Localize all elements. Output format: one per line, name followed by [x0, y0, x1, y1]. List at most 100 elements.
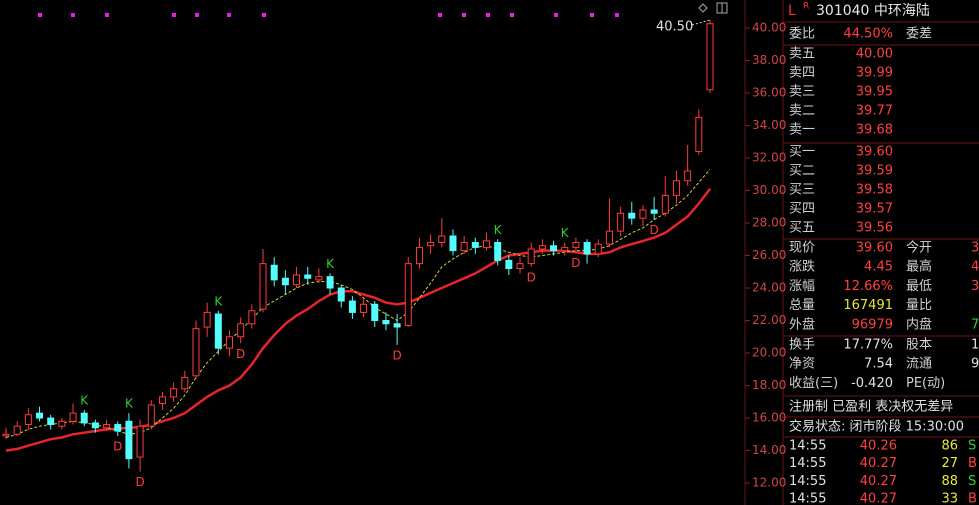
panel-text: R: [803, 2, 809, 12]
panel-text: 94: [971, 357, 979, 372]
y-tick-label: 24.00: [752, 281, 786, 295]
panel-text: 12.66%: [843, 279, 893, 294]
panel-text: 1: [971, 338, 979, 353]
panel-text: 现价: [789, 241, 815, 256]
signal-label: K: [326, 257, 335, 271]
y-tick-label: 26.00: [752, 248, 786, 262]
panel-text: 167491: [843, 298, 893, 313]
diamond-icon[interactable]: [698, 3, 708, 13]
candle-body: [58, 420, 66, 427]
candle-body: [24, 414, 32, 426]
candle-body: [348, 300, 356, 313]
panel-text: 换手: [789, 338, 815, 353]
candle-body: [136, 425, 144, 458]
panel-text: 14:55: [789, 439, 826, 454]
candle-body: [371, 303, 379, 322]
y-tick-label: 40.00: [752, 20, 786, 34]
panel-text: 内盘: [906, 316, 932, 332]
y-tick-label: 16.00: [752, 411, 786, 425]
candle-body: [706, 23, 714, 91]
y-tick-label: 34.00: [752, 118, 786, 132]
panel-text: 44.50%: [843, 27, 893, 42]
candle-body: [650, 209, 658, 214]
y-tick-label: 18.00: [752, 378, 786, 392]
panel-text: 涨跌: [789, 259, 815, 275]
candle-body: [494, 242, 502, 261]
signal-label: D: [571, 256, 580, 270]
panel-text: 40.27: [860, 456, 897, 471]
panel-text: 39.99: [856, 66, 893, 81]
y-tick-label: 12.00: [752, 476, 786, 490]
signal-label: D: [236, 347, 245, 361]
panel-text: 委差: [906, 27, 932, 42]
candle-body: [181, 376, 189, 390]
candle-body: [404, 263, 412, 326]
panel-text: 买三: [789, 183, 815, 198]
candle-body: [203, 311, 211, 328]
candle-body: [449, 235, 457, 252]
panel-text: 40.26: [860, 439, 897, 454]
panel-text: S: [968, 439, 976, 454]
panel-text: 注册制 已盈利 表决权无差异: [789, 399, 953, 415]
signal-label: K: [80, 393, 89, 407]
candle-body: [483, 240, 491, 248]
candle-body: [36, 412, 44, 419]
panel-text: 27: [941, 456, 958, 471]
marker: [510, 13, 514, 17]
panel-text: B: [968, 492, 977, 505]
candle-body: [415, 246, 423, 265]
panel-text: 7.54: [864, 357, 893, 372]
panel-text: 39.58: [856, 183, 893, 198]
panel-text: 39.60: [856, 145, 893, 160]
candle-body: [315, 276, 323, 281]
panel-text: 86: [941, 439, 958, 454]
marker: [38, 13, 42, 17]
panel-text: 收益(三): [789, 376, 838, 391]
panel-text: 14:55: [789, 456, 826, 471]
signal-strip: [38, 13, 619, 17]
y-tick-label: 22.00: [752, 313, 786, 327]
candle-body: [13, 425, 21, 435]
candle-body: [2, 433, 10, 437]
marker: [590, 13, 594, 17]
marker: [554, 13, 558, 17]
signal-label: K: [214, 294, 223, 308]
candle-body: [639, 209, 647, 219]
candle-body: [505, 259, 513, 270]
panel-text: 卖二: [789, 104, 815, 119]
candle-body: [672, 180, 680, 196]
panel-text: 4.45: [864, 260, 893, 275]
panel-text: 最高: [906, 259, 932, 275]
panel-text: 净资: [789, 357, 815, 372]
panel-text: 今开: [906, 240, 932, 256]
marker: [105, 13, 109, 17]
panel-text: 39.56: [856, 221, 893, 236]
candle-body: [125, 420, 133, 460]
moving-average: [5, 188, 711, 452]
panel-text: 卖五: [789, 47, 815, 62]
signal-label: D: [113, 439, 122, 453]
panel-text: 买二: [789, 164, 815, 179]
panel-text: 39.68: [856, 123, 893, 138]
panel-text: 卖一: [789, 123, 815, 138]
candle-body: [91, 422, 99, 429]
panel-text: -0.420: [851, 376, 893, 391]
marker: [195, 13, 199, 17]
candle-body: [661, 194, 669, 214]
candle-body: [438, 235, 446, 244]
panel-text: 交易状态: 闭市阶段 15:30:00: [789, 419, 964, 435]
signal-label: D: [392, 348, 401, 362]
candle-body: [360, 303, 368, 313]
candle-body: [103, 424, 111, 429]
y-tick-label: 38.00: [752, 53, 786, 67]
candle-body: [237, 323, 245, 338]
candle-body: [225, 336, 233, 349]
panel-text: 买五: [789, 221, 815, 236]
panel-text: 3: [971, 241, 979, 256]
candle-body: [170, 388, 178, 398]
panel-text: 39.77: [856, 104, 893, 119]
candle-body: [248, 310, 256, 325]
signal-label: K: [494, 223, 503, 237]
